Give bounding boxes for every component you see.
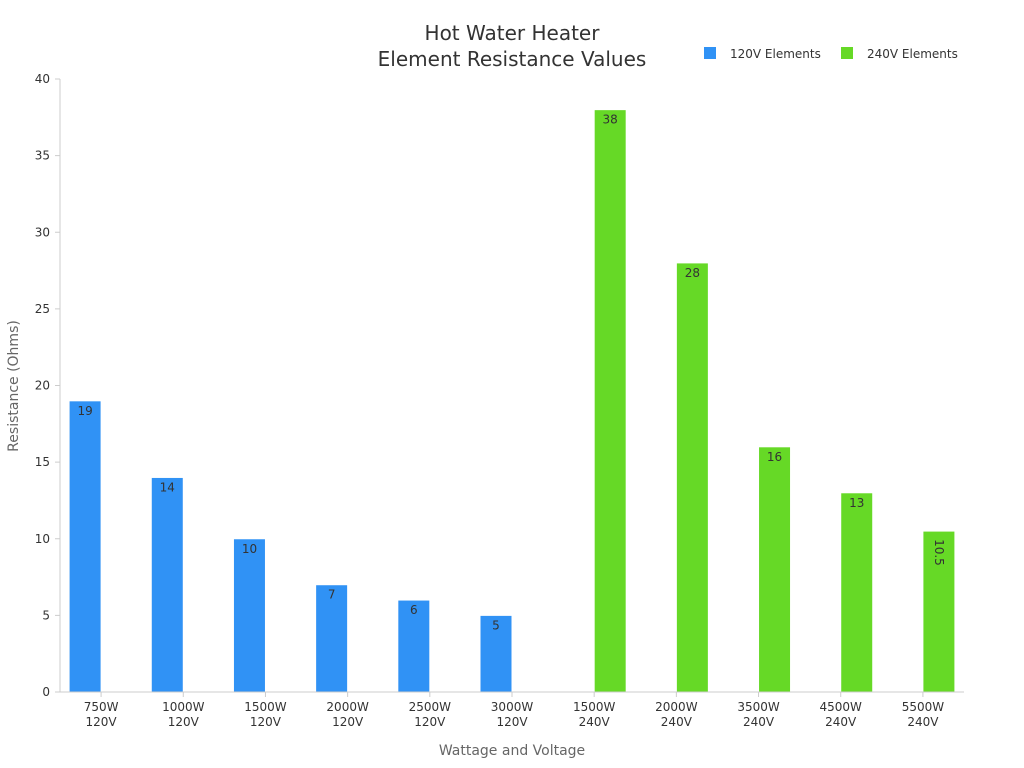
chart-title-line-1: Hot Water Heater — [425, 21, 601, 45]
y-tick-label: 20 — [35, 379, 50, 393]
x-axis-ticks: 750W 120V 1000W 120V 1500W 120V 2000W 120V 2500W… — [84, 692, 945, 729]
bar-240v — [840, 492, 874, 693]
legend-label-240v: 240V Elements — [867, 47, 958, 61]
y-tick-label: 15 — [35, 455, 50, 469]
x-tick-label: 2500W 120V — [409, 700, 452, 729]
bar-240v — [758, 446, 792, 693]
legend-swatch-240v — [841, 47, 853, 59]
legend-swatch-120v — [704, 47, 716, 59]
bar-value-label: 38 — [603, 113, 618, 127]
x-tick-label: 1500W 240V — [573, 700, 616, 729]
bar-value-label: 6 — [410, 603, 418, 617]
bar-value-label: 16 — [767, 450, 782, 464]
x-tick-label: 1000W 120V — [162, 700, 205, 729]
bar-120v — [232, 538, 266, 693]
x-tick-label: 1500W 120V — [244, 700, 287, 729]
x-tick-label: 4500W 240V — [820, 700, 863, 729]
y-axis-title: Resistance (Ohms) — [6, 320, 22, 452]
bar-120v — [150, 476, 184, 693]
bars: 19 14 10 7 6 5 38 28 16 13 10.5 — [68, 109, 956, 693]
y-tick-label: 10 — [35, 532, 50, 546]
bar-value-label: 14 — [160, 480, 175, 494]
bar-240v — [593, 109, 627, 693]
bar-value-label: 10.5 — [932, 539, 946, 566]
x-tick-label: 750W 120V — [84, 700, 119, 729]
y-tick-label: 5 — [42, 608, 50, 622]
x-tick-label: 2000W 240V — [655, 700, 698, 729]
x-tick-label: 3500W 240V — [737, 700, 780, 729]
legend-label-120v: 120V Elements — [730, 47, 821, 61]
bar-value-label: 13 — [849, 496, 864, 510]
x-tick-label: 5500W 240V — [902, 700, 945, 729]
bar-value-label: 5 — [492, 618, 500, 632]
chart-title-line-2: Element Resistance Values — [378, 47, 647, 71]
y-axis-ticks: 0 5 10 15 20 25 30 35 40 — [35, 72, 60, 699]
x-axis-title: Wattage and Voltage — [439, 743, 585, 759]
y-tick-label: 30 — [35, 225, 50, 239]
bar-value-label: 10 — [242, 542, 257, 556]
x-tick-label: 3000W 120V — [491, 700, 534, 729]
bar-120v — [68, 400, 102, 693]
y-tick-label: 0 — [42, 685, 50, 699]
y-tick-label: 35 — [35, 149, 50, 163]
y-tick-label: 25 — [35, 302, 50, 316]
bar-240v — [675, 262, 709, 693]
bar-value-label: 19 — [77, 404, 92, 418]
x-tick-label: 2000W 120V — [326, 700, 369, 729]
bar-120v — [315, 584, 349, 693]
y-tick-label: 40 — [35, 72, 50, 86]
legend: 120V Elements 240V Elements — [704, 47, 958, 61]
bar-value-label: 7 — [328, 588, 336, 602]
bar-value-label: 28 — [685, 266, 700, 280]
